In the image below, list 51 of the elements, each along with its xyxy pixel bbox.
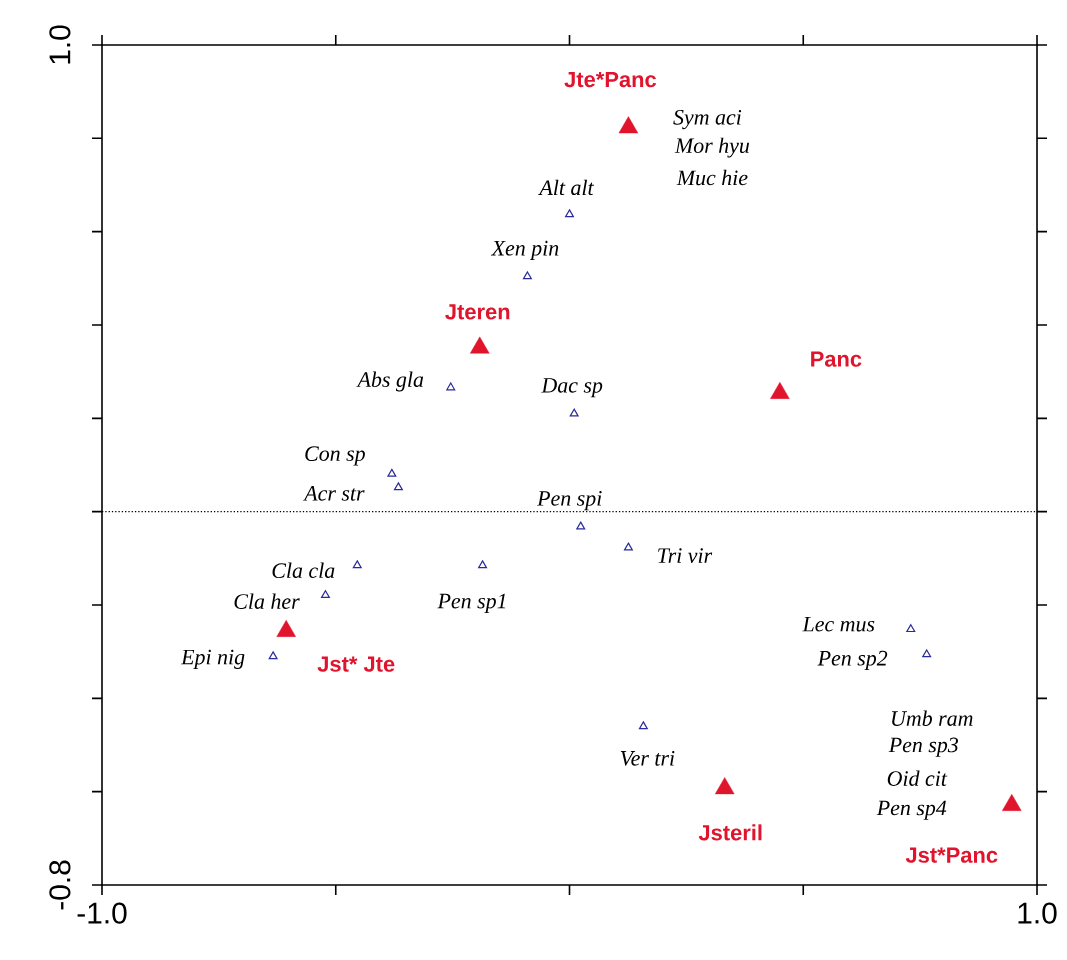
annotation: Mor hyu bbox=[674, 137, 750, 158]
point bbox=[906, 624, 916, 633]
point bbox=[478, 560, 488, 569]
point bbox=[565, 209, 574, 218]
point bbox=[320, 590, 330, 599]
point bbox=[569, 408, 579, 417]
annotation: Sym aci bbox=[673, 109, 742, 130]
annotation: Cla cla bbox=[272, 562, 335, 579]
point bbox=[922, 649, 932, 658]
point bbox=[393, 482, 403, 491]
y-tick-label: -0.8 bbox=[49, 860, 71, 910]
point bbox=[268, 651, 278, 660]
point bbox=[1002, 794, 1022, 811]
annotation: Jsteril bbox=[698, 824, 762, 841]
point bbox=[714, 777, 735, 795]
annotation: Abs gla bbox=[356, 371, 424, 392]
point bbox=[623, 542, 633, 551]
annotation: Jst*Panc bbox=[905, 847, 998, 863]
point bbox=[470, 336, 490, 354]
annotation: Dac sp bbox=[541, 378, 603, 398]
annotation: Ver tri bbox=[620, 750, 675, 766]
point bbox=[522, 271, 532, 280]
annotation: Con sp bbox=[305, 446, 365, 466]
annotation: Jteren bbox=[445, 304, 510, 320]
point bbox=[576, 521, 586, 530]
annotation: Muc hie bbox=[676, 169, 748, 186]
annotation: Pen sp3 bbox=[888, 737, 959, 757]
annotation: Cla her bbox=[234, 593, 300, 609]
annotation: Lec mus bbox=[802, 616, 875, 632]
annotation: Pen sp2 bbox=[817, 650, 888, 671]
annotation: Xen pin bbox=[490, 240, 559, 261]
annotation: Alt alt bbox=[538, 179, 595, 196]
x-tick-label: -1.0 bbox=[77, 902, 127, 924]
annotation: Pen sp4 bbox=[876, 800, 947, 820]
annotation: Panc bbox=[811, 351, 862, 367]
point bbox=[276, 619, 296, 637]
point bbox=[638, 721, 648, 730]
annotation: Jte*Panc bbox=[564, 71, 657, 88]
point bbox=[446, 382, 456, 391]
point bbox=[352, 560, 362, 569]
annotation: Jst* Jte bbox=[317, 656, 395, 672]
annotation: Umb ram bbox=[892, 710, 973, 726]
annotation: Epi nig bbox=[180, 649, 245, 669]
annotation: Oid cit bbox=[887, 770, 948, 786]
point bbox=[770, 381, 790, 399]
annotation: Pen sp1 bbox=[437, 593, 506, 613]
annotation: Tri vir bbox=[658, 548, 713, 563]
annotation: Pen spi bbox=[537, 491, 602, 511]
annotation: Acr str bbox=[303, 486, 365, 501]
point bbox=[618, 116, 639, 134]
point bbox=[387, 468, 397, 477]
